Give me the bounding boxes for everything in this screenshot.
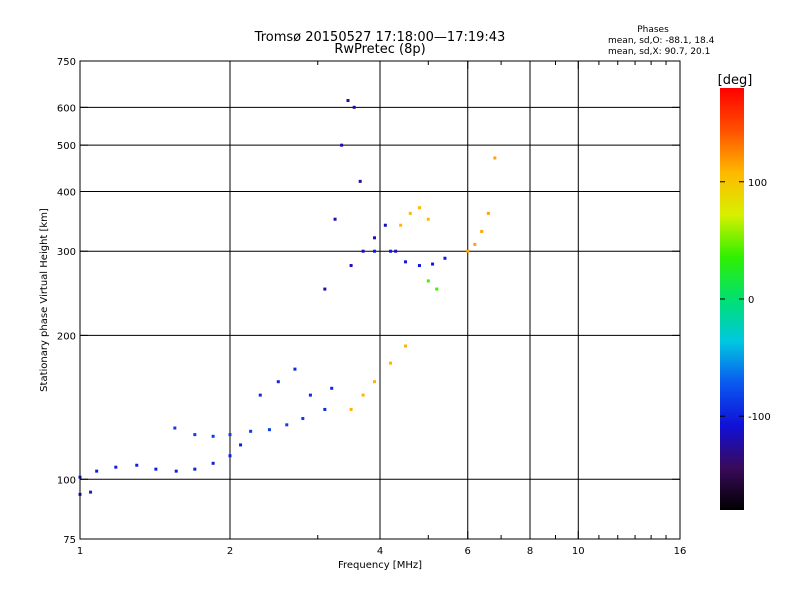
x-tick-label: 1	[77, 546, 83, 557]
colorbar: [deg] 100 0 -100	[718, 73, 771, 510]
phase-stats-x: mean, sd,X: 90.7, 20.1	[608, 47, 710, 57]
data-point	[346, 99, 350, 103]
x-tick-label: 8	[527, 546, 533, 557]
data-point	[408, 211, 412, 215]
data-point	[301, 417, 305, 421]
colorbar-ticks: 100 0 -100	[720, 178, 771, 423]
data-point	[349, 264, 353, 268]
x-tick-label: 16	[674, 546, 687, 557]
data-point	[276, 380, 280, 384]
data-point	[211, 434, 215, 438]
data-point	[435, 287, 439, 291]
data-point	[358, 179, 362, 183]
data-point	[95, 469, 99, 473]
data-point	[403, 344, 407, 348]
axis-ticks: 1 2 4 6 8 10 16 75 100 200 300 400 500 600 750	[57, 57, 686, 557]
data-point	[173, 426, 177, 430]
y-tick-label: 75	[63, 535, 76, 546]
data-point	[473, 242, 477, 246]
y-axis-label: Stationary phase Virtual Height [km]	[39, 208, 50, 392]
data-point	[333, 217, 337, 221]
data-point	[228, 433, 232, 437]
x-axis-label: Frequency [MHz]	[338, 560, 422, 571]
data-point	[399, 223, 403, 227]
grid-lines	[80, 61, 680, 539]
data-point	[394, 249, 398, 253]
data-point	[323, 407, 327, 411]
y-tick-label: 500	[57, 141, 76, 152]
data-point	[373, 236, 377, 240]
phase-stats-title: Phases	[637, 25, 669, 35]
data-point	[228, 454, 232, 458]
y-tick-label: 600	[57, 103, 76, 114]
data-point	[267, 428, 271, 432]
y-tick-label: 300	[57, 247, 76, 258]
data-point	[308, 393, 312, 397]
colorbar-label: [deg]	[718, 73, 753, 88]
data-point	[135, 463, 139, 467]
data-point	[389, 361, 393, 365]
data-point	[443, 256, 447, 260]
data-point	[89, 490, 93, 494]
data-point	[293, 367, 297, 371]
y-tick-label: 400	[57, 187, 76, 198]
data-point	[193, 467, 197, 471]
data-point	[174, 469, 178, 473]
data-point	[480, 229, 484, 233]
data-point	[285, 423, 289, 427]
data-point	[389, 249, 393, 253]
y-tick-label: 100	[57, 475, 76, 486]
data-point	[258, 393, 262, 397]
x-tick-label: 4	[377, 546, 383, 557]
data-point	[403, 260, 407, 264]
data-point	[373, 380, 377, 384]
chart-title-line2: RwPretec (8p)	[334, 42, 425, 57]
data-point	[426, 279, 430, 283]
data-point	[249, 429, 253, 433]
data-point	[486, 211, 490, 215]
x-tick-label: 6	[465, 546, 471, 557]
data-point	[330, 386, 334, 390]
data-point	[340, 143, 344, 147]
data-point	[193, 433, 197, 437]
data-point	[211, 461, 215, 465]
y-tick-label: 750	[57, 57, 76, 68]
data-point	[154, 467, 158, 471]
data-point	[323, 287, 327, 291]
data-point	[373, 249, 377, 253]
data-point	[114, 465, 118, 469]
data-point	[361, 393, 365, 397]
x-tick-label: 10	[572, 546, 585, 557]
data-points	[78, 99, 497, 496]
data-point	[426, 217, 430, 221]
data-point	[352, 105, 356, 109]
data-point	[361, 249, 365, 253]
chart-title-line1: Tromsø 20150527 17:18:00—17:19:43	[254, 30, 506, 45]
data-point	[417, 264, 421, 268]
phase-stats-o: mean, sd,O: -88.1, 18.4	[608, 36, 715, 46]
colorbar-tick-label: 0	[748, 295, 754, 306]
data-point	[417, 206, 421, 210]
data-point	[239, 443, 243, 447]
data-point	[493, 156, 497, 160]
data-point	[349, 407, 353, 411]
colorbar-tick-label: -100	[748, 412, 771, 423]
data-point	[383, 223, 387, 227]
data-point	[466, 249, 470, 253]
colorbar-tick-label: 100	[748, 178, 767, 189]
y-tick-label: 200	[57, 331, 76, 342]
x-tick-label: 2	[227, 546, 233, 557]
data-point	[431, 262, 435, 266]
